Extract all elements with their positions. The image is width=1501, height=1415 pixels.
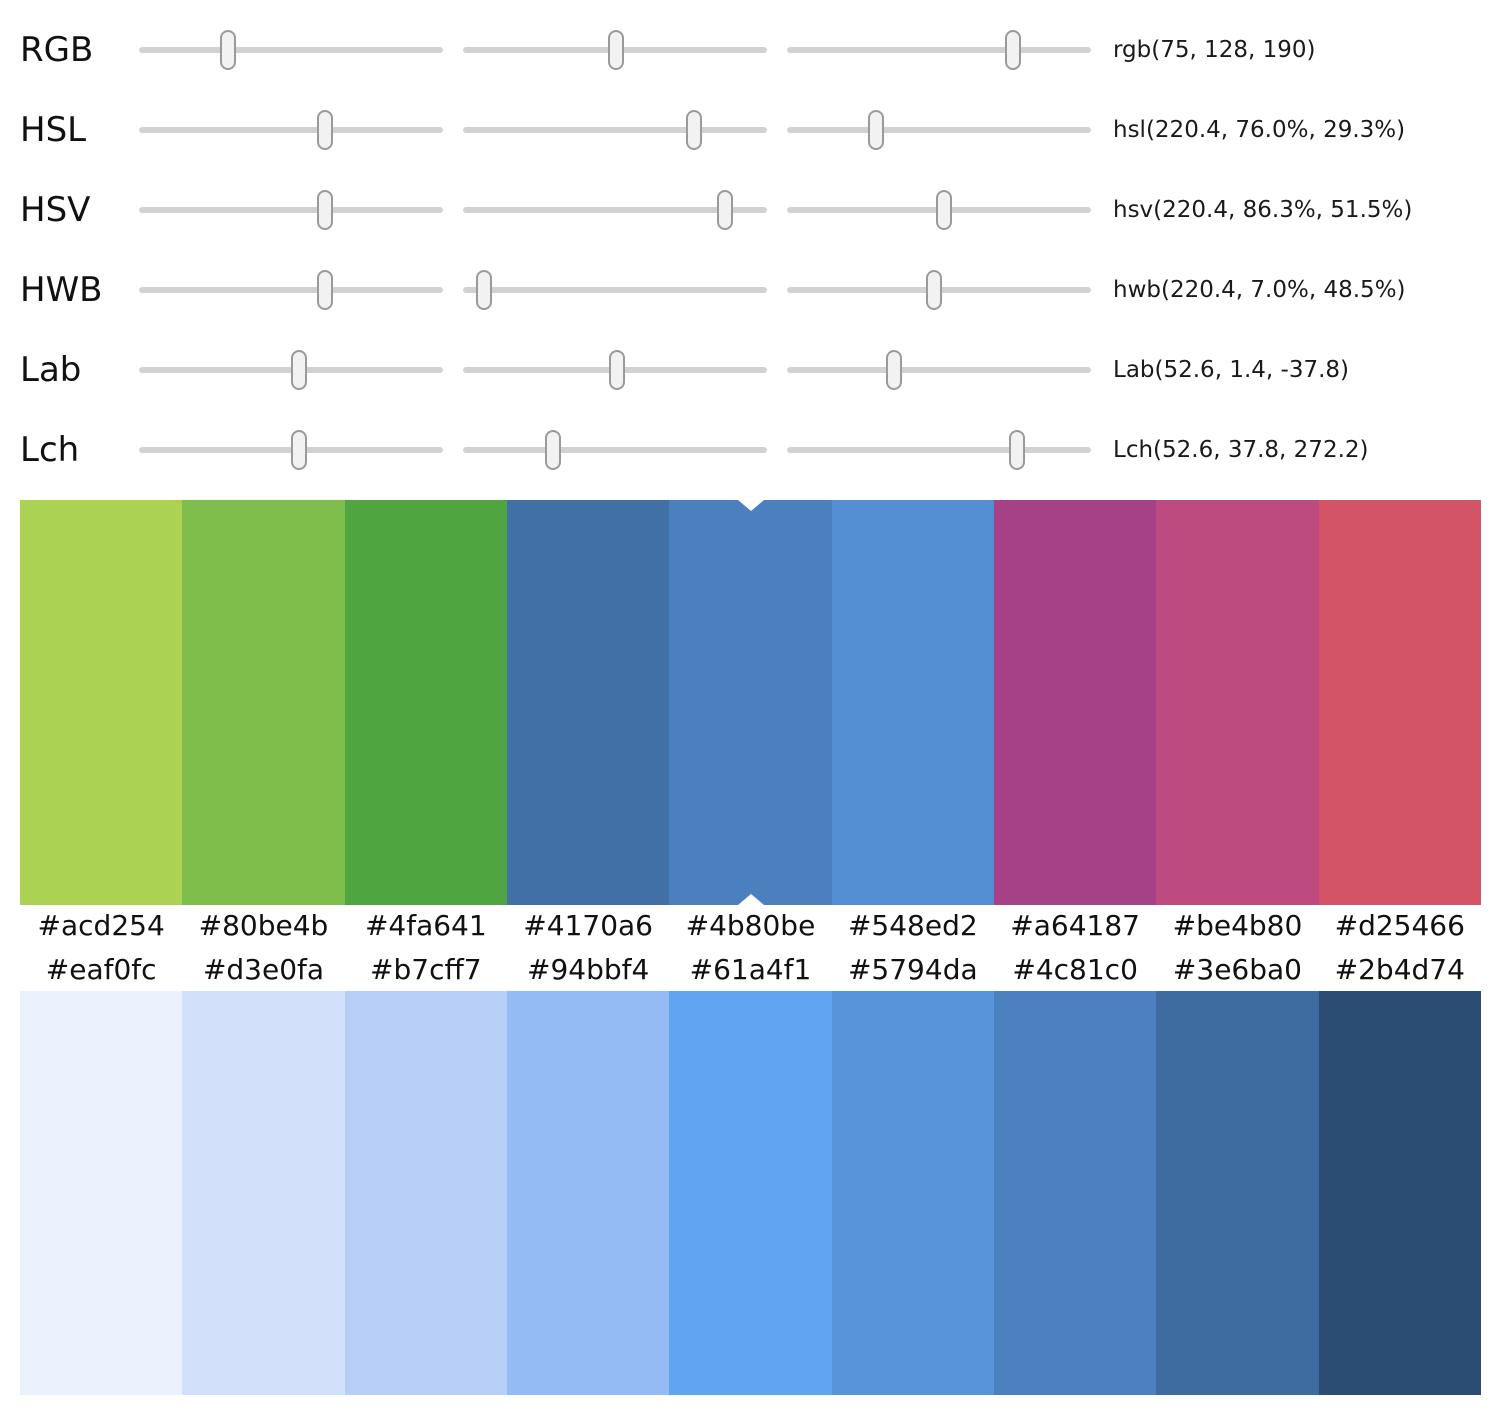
rgb-r-slider-track[interactable]: [139, 30, 443, 70]
hsv-v-slider-track[interactable]: [787, 190, 1091, 230]
lightness-scale-hex-labels: #eaf0fc #d3e0fa #b7cff7 #94bbf4 #61a4f1 …: [20, 950, 1481, 990]
hex-label: #61a4f1: [689, 953, 812, 986]
color-swatch[interactable]: [1318, 991, 1481, 1395]
hex-label: #94bbf4: [526, 953, 650, 986]
hwb-b-slider-track[interactable]: [787, 270, 1091, 310]
hsl-l-slider-track[interactable]: [787, 110, 1091, 150]
hue-scale-palette: [20, 500, 1481, 905]
lab-a-slider-track[interactable]: [463, 350, 767, 390]
hex-label: #2b4d74: [1334, 953, 1465, 986]
colorspace-label-hsv: HSV: [20, 190, 91, 230]
hex-label: #d25466: [1334, 909, 1465, 942]
color-swatch[interactable]: [344, 991, 507, 1395]
hex-label: #3e6ba0: [1172, 953, 1302, 986]
color-swatch[interactable]: [506, 991, 670, 1395]
hex-label: #4170a6: [523, 909, 653, 942]
lch-value-text: Lch(52.6, 37.8, 272.2): [1113, 437, 1369, 463]
hsv-s-slider-track[interactable]: [463, 190, 767, 230]
lab-b-slider-track[interactable]: [787, 350, 1091, 390]
slider-row-lch: Lch Lch(52.6, 37.8, 272.2): [0, 428, 1501, 472]
hsl-s-slider-handle[interactable]: [686, 110, 703, 150]
lab-value-text: Lab(52.6, 1.4, -37.8): [1113, 357, 1349, 383]
slider-row-hsl: HSL hsl(220.4, 76.0%, 29.3%): [0, 108, 1501, 152]
hsv-h-slider-track[interactable]: [139, 190, 443, 230]
color-swatch[interactable]: [1156, 500, 1319, 905]
colorspace-label-hwb: HWB: [20, 270, 103, 310]
hsv-h-slider-handle[interactable]: [317, 190, 334, 230]
hsv-v-slider-handle[interactable]: [935, 190, 952, 230]
lab-l-slider-track[interactable]: [139, 350, 443, 390]
color-swatch[interactable]: [831, 991, 994, 1395]
lab-l-slider-handle[interactable]: [290, 350, 307, 390]
hue-scale-hex-labels: #acd254 #80be4b #4fa641 #4170a6 #4b80be …: [20, 906, 1481, 946]
color-swatch-selected[interactable]: [669, 500, 832, 905]
selected-color-notch-bottom: [737, 894, 764, 905]
lch-c-slider-track[interactable]: [463, 430, 767, 470]
lch-l-slider-track[interactable]: [139, 430, 443, 470]
hwb-value-text: hwb(220.4, 7.0%, 48.5%): [1113, 277, 1406, 303]
color-swatch[interactable]: [1156, 991, 1319, 1395]
selected-color-notch-top: [737, 500, 764, 511]
lch-c-slider-handle[interactable]: [544, 430, 561, 470]
lch-h-slider-handle[interactable]: [1008, 430, 1025, 470]
hsl-h-slider-track[interactable]: [139, 110, 443, 150]
lab-b-slider-handle[interactable]: [886, 350, 902, 390]
color-swatch[interactable]: [182, 991, 345, 1395]
hex-label: #4c81c0: [1012, 953, 1138, 986]
color-swatch[interactable]: [182, 500, 345, 905]
rgb-g-slider-track[interactable]: [463, 30, 767, 70]
hsl-l-slider-handle[interactable]: [868, 110, 885, 150]
lch-h-slider-track[interactable]: [787, 430, 1091, 470]
color-swatch[interactable]: [993, 991, 1157, 1395]
rgb-g-slider-handle[interactable]: [607, 30, 624, 70]
hex-label: #b7cff7: [370, 953, 482, 986]
hex-label: #80be4b: [198, 909, 329, 942]
hex-label: #548ed2: [847, 909, 978, 942]
hex-label: #eaf0fc: [45, 953, 157, 986]
hsv-value-text: hsv(220.4, 86.3%, 51.5%): [1113, 197, 1413, 223]
hwb-b-slider-handle[interactable]: [926, 270, 943, 310]
color-swatch[interactable]: [1318, 500, 1481, 905]
color-swatch[interactable]: [993, 500, 1157, 905]
hsl-s-slider-track[interactable]: [463, 110, 767, 150]
hwb-h-slider-handle[interactable]: [317, 270, 334, 310]
hex-label: #a64187: [1010, 909, 1140, 942]
colorspace-label-lch: Lch: [20, 430, 80, 470]
lch-l-slider-handle[interactable]: [290, 430, 307, 470]
hwb-w-slider-track[interactable]: [463, 270, 767, 310]
color-swatch[interactable]: [506, 500, 670, 905]
hsl-value-text: hsl(220.4, 76.0%, 29.3%): [1113, 117, 1406, 143]
lightness-scale-palette: [20, 991, 1481, 1395]
hex-label: #be4b80: [1172, 909, 1303, 942]
slider-row-lab: Lab Lab(52.6, 1.4, -37.8): [0, 348, 1501, 392]
hex-label: #4b80be: [685, 909, 816, 942]
hwb-h-slider-track[interactable]: [139, 270, 443, 310]
color-swatch[interactable]: [831, 500, 994, 905]
slider-row-hwb: HWB hwb(220.4, 7.0%, 48.5%): [0, 268, 1501, 312]
lab-a-slider-handle[interactable]: [608, 350, 625, 390]
color-swatch[interactable]: [20, 991, 183, 1395]
color-swatch[interactable]: [344, 500, 507, 905]
hwb-w-slider-handle[interactable]: [476, 270, 493, 310]
hex-label: #acd254: [37, 909, 165, 942]
hsl-h-slider-handle[interactable]: [317, 110, 334, 150]
colorspace-label-rgb: RGB: [20, 30, 94, 70]
color-swatch[interactable]: [669, 991, 832, 1395]
rgb-r-slider-handle[interactable]: [220, 30, 237, 70]
hex-label: #4fa641: [364, 909, 487, 942]
hex-label: #d3e0fa: [202, 953, 325, 986]
rgb-b-slider-track[interactable]: [787, 30, 1091, 70]
rgb-b-slider-handle[interactable]: [1005, 30, 1022, 70]
slider-row-hsv: HSV hsv(220.4, 86.3%, 51.5%): [0, 188, 1501, 232]
hex-label: #5794da: [847, 953, 978, 986]
color-swatch[interactable]: [20, 500, 183, 905]
colorspace-label-hsl: HSL: [20, 110, 87, 150]
rgb-value-text: rgb(75, 128, 190): [1113, 37, 1316, 63]
hsv-s-slider-handle[interactable]: [717, 190, 734, 230]
colorspace-label-lab: Lab: [20, 350, 82, 390]
slider-row-rgb: RGB rgb(75, 128, 190): [0, 28, 1501, 72]
